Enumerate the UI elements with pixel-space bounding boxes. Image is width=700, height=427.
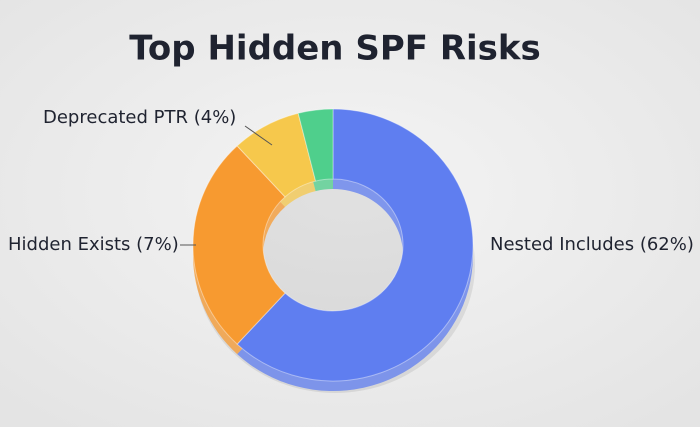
slice — [192, 145, 286, 345]
slice — [297, 108, 334, 182]
leader-line — [244, 125, 273, 146]
slice-label: Deprecated PTR (4%) — [43, 107, 236, 128]
slice — [236, 108, 474, 382]
slice-label: Hidden Exists (7%) — [8, 234, 179, 255]
donut — [192, 108, 474, 392]
slice-label: Nested Includes (62%) — [490, 234, 694, 255]
chart-title: Top Hidden SPF Risks — [129, 29, 541, 69]
